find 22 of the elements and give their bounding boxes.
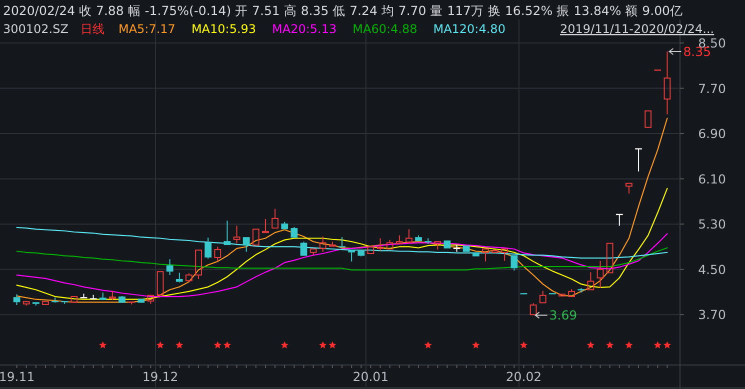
- text: MA10:5.93: [191, 22, 256, 36]
- chart-title: 2020/02/24 收 7.88 幅 -1.75%(-0.14) 开 7.51 高 8.35 低 7.24 均 7.70 量 117万 换 16.52% 振 13.84% 额 9.00亿: [3, 3, 684, 18]
- y-tick-label: 3.70: [698, 307, 726, 322]
- y-tick-label: 6.90: [698, 126, 726, 142]
- x-tick-label: 19.11: [0, 369, 35, 384]
- x-tick-label: 19.12: [142, 369, 178, 384]
- line-series: [16, 247, 668, 270]
- x-tick-label: 20.02: [506, 369, 542, 384]
- x-tick-label: 20.01: [352, 369, 389, 384]
- y-tick-label: 7.70: [698, 80, 726, 96]
- annotation: 日线: [80, 22, 104, 36]
- text: MA20:5.13: [272, 22, 337, 36]
- line-series: [16, 118, 668, 303]
- chart-subtitle: 300102.SZ: [3, 22, 68, 36]
- y-tick-label: 5.30: [698, 216, 726, 232]
- annotation: 2019/11/11-2020/02/24...: [560, 22, 714, 36]
- y-tick-label: 4.50: [698, 262, 726, 277]
- annotation: 3.69: [549, 308, 578, 323]
- text: MA5:7.17: [118, 22, 176, 36]
- text: MA60:4.88: [352, 22, 418, 36]
- text: MA120:4.80: [433, 22, 506, 36]
- y-tick-label: 6.10: [698, 171, 726, 186]
